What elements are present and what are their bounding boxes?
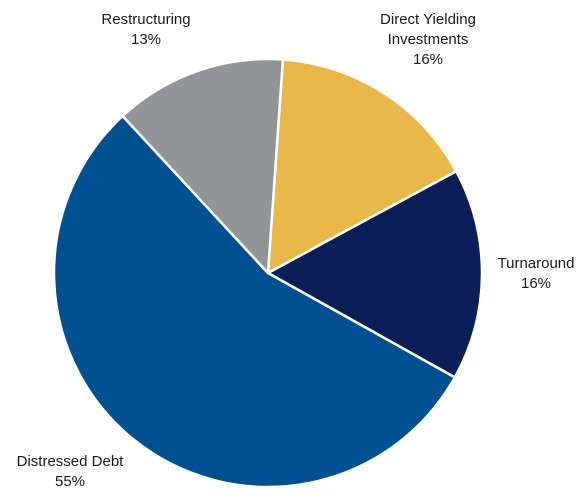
pie-category-label: Direct Yielding (380, 11, 476, 28)
pie-label-direct-yielding-investments: Direct Yielding Investments 16% (380, 11, 476, 68)
pie-value-label: 16% (413, 51, 443, 68)
pie-value-label: 16% (521, 275, 551, 292)
pie-label-turnaround: Turnaround 16% (498, 255, 575, 292)
pie-category-label: Turnaround (498, 255, 575, 272)
pie-labels: Direct Yielding Investments 16% Turnaround 1… (17, 11, 575, 490)
pie-slice-restructuring (121, 57, 285, 275)
pie-value-label: 55% (55, 473, 85, 490)
pie-slice-distressed-debt (52, 114, 457, 489)
pie-value-label: 13% (131, 31, 161, 48)
pie-slice-direct-yielding-investments (266, 58, 458, 275)
pie-label-restructuring: Restructuring 13% (101, 11, 190, 48)
pie-category-label: Distressed Debt (17, 453, 125, 470)
pie-slices (52, 57, 484, 489)
pie-category-label: Restructuring (101, 11, 190, 28)
pie-category-label: Investments (388, 31, 469, 48)
pie-label-distressed-debt: Distressed Debt 55% (17, 453, 125, 490)
pie-slice-turnaround (266, 169, 484, 379)
